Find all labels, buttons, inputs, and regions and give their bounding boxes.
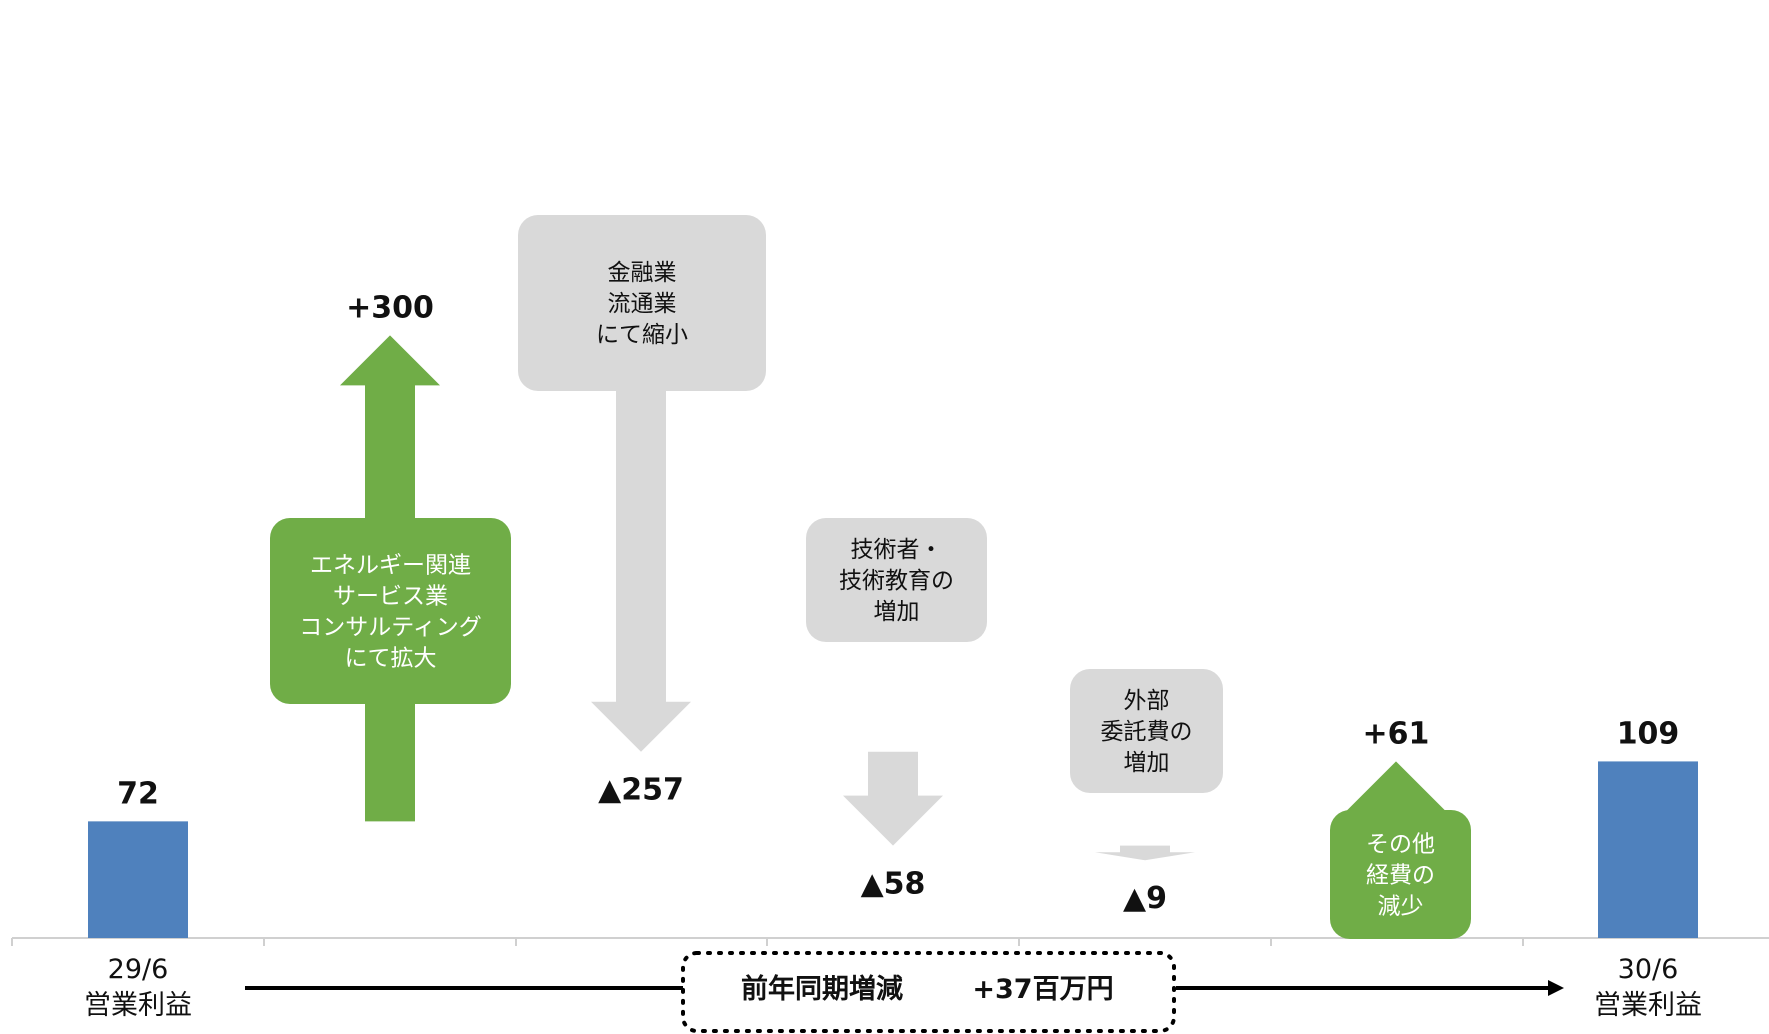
note-text-5-0: その他 <box>1366 832 1435 858</box>
note-text-5-1: 経費の <box>1366 863 1435 889</box>
tick-label-6-0: 30/6 <box>1618 954 1679 985</box>
note-text-2-0: 金融業 <box>608 260 677 286</box>
note-text-4-1: 委託費の <box>1101 719 1193 745</box>
note-text-3-2: 増加 <box>874 599 920 625</box>
note-text-1-0: エネルギー関連 <box>310 553 471 579</box>
summary-arrow-head <box>1548 980 1564 996</box>
tick-label-0-0: 29/6 <box>108 954 169 985</box>
summary-annotation: 前年同期増減 +37百万円 <box>245 951 1564 1033</box>
value-label-0: 72 <box>117 776 159 811</box>
note-text-1-1: サービス業 <box>333 584 448 610</box>
summary-label: 前年同期増減 <box>741 973 903 1005</box>
note-text-3-0: 技術者・ <box>851 537 943 563</box>
decrease-arrow-3 <box>843 751 943 846</box>
note-text-1-2: コンサルティング <box>299 615 482 641</box>
decrease-arrow-2 <box>591 335 691 752</box>
value-label-3: ▲58 <box>861 867 926 902</box>
note-text-5-2: 減少 <box>1378 894 1424 920</box>
note-text-1-3: にて拡大 <box>345 646 437 672</box>
summary-box <box>681 951 1176 1033</box>
tick-label-0-1: 営業利益 <box>84 990 192 1021</box>
decrease-arrow-4 <box>1095 845 1195 861</box>
note-text-4-2: 増加 <box>1124 750 1170 776</box>
value-label-5: +61 <box>1363 716 1430 751</box>
note-text-2-2: にて縮小 <box>596 322 688 348</box>
value-label-4: ▲9 <box>1123 881 1167 916</box>
value-label-6: 109 <box>1617 716 1680 751</box>
note-box-4 <box>1070 669 1223 793</box>
summary-value: +37百万円 <box>972 974 1113 1005</box>
total-bar-0 <box>88 821 188 938</box>
note-box-2 <box>518 215 766 391</box>
total-bar-6 <box>1598 761 1698 938</box>
note-text-4-0: 外部 <box>1124 688 1170 714</box>
note-text-3-1: 技術教育の <box>839 568 954 594</box>
note-box-1 <box>270 518 511 704</box>
value-label-2: ▲257 <box>598 773 684 808</box>
value-label-1: +300 <box>346 290 434 325</box>
note-box-5 <box>1330 810 1471 939</box>
note-text-2-1: 流通業 <box>608 291 677 317</box>
x-axis-ticks <box>11 938 1524 946</box>
tick-label-6-1: 営業利益 <box>1594 990 1702 1021</box>
note-box-3 <box>806 518 987 642</box>
